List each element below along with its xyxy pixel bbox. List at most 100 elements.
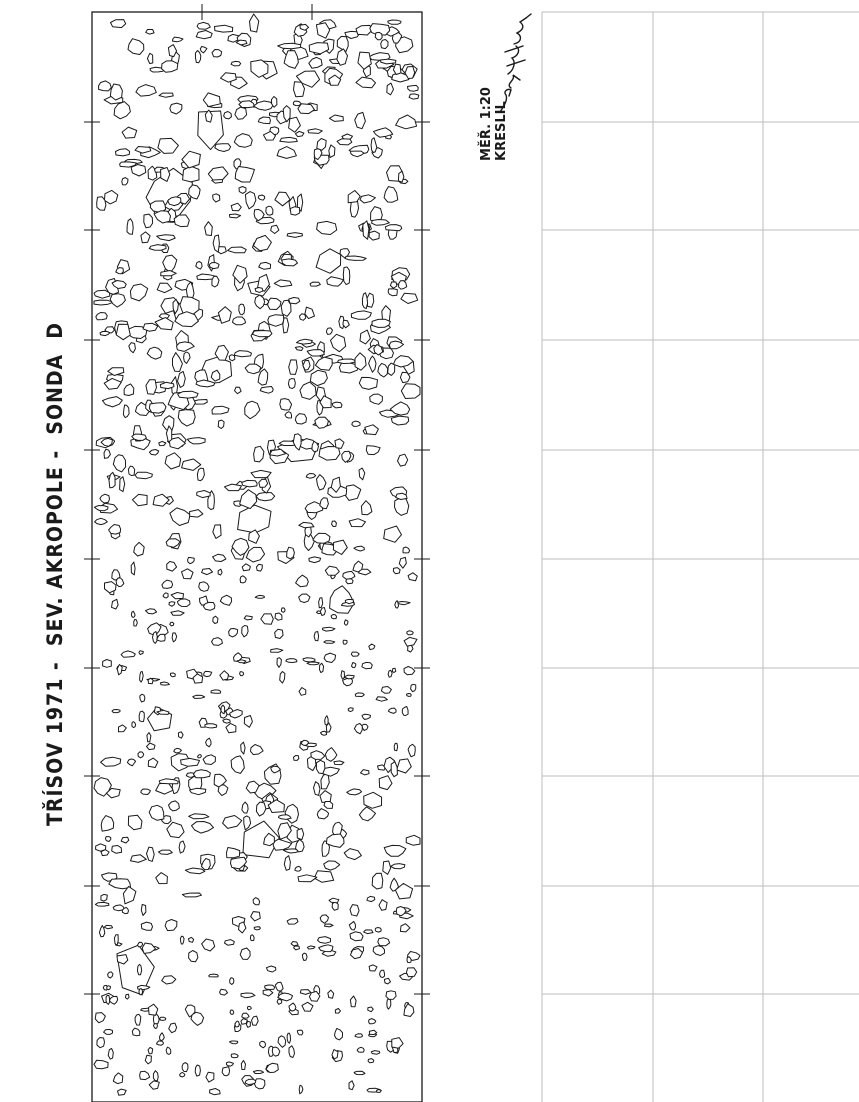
stone-outline [127, 38, 145, 55]
stone-outline [249, 934, 255, 942]
stone-outline [301, 952, 308, 961]
stone-outline [334, 1007, 341, 1014]
stone-outline [297, 874, 318, 883]
stone-outline [318, 446, 341, 461]
stone-outline [401, 706, 409, 716]
stone-outline [306, 349, 325, 357]
stone-outline [311, 440, 319, 453]
stone-outline [220, 72, 237, 83]
stone-outline [342, 266, 351, 286]
stone-outline [257, 368, 269, 386]
stone-outline [391, 667, 397, 673]
stone-outline [271, 1046, 281, 1057]
stone-outline [96, 1037, 105, 1049]
stone-outline [117, 1088, 127, 1096]
stone-outline [177, 390, 199, 399]
stone-outline [211, 49, 223, 58]
stone-outline [319, 395, 332, 409]
stone-outline [156, 234, 176, 242]
stone-outline [148, 1003, 159, 1016]
stone-outline [330, 614, 337, 620]
stone-outline [168, 1022, 178, 1034]
stone-outline [181, 458, 202, 471]
stone-outline [227, 246, 247, 254]
stone-outline [193, 769, 211, 779]
stone-outline [309, 281, 321, 287]
stone-outline [370, 137, 378, 153]
stone-outline [255, 492, 276, 502]
stone-outline [324, 923, 334, 928]
stone-outline [235, 39, 248, 46]
stone-outline [181, 1062, 189, 1073]
stone-outline [148, 244, 167, 251]
stone-outline [396, 758, 412, 774]
stone-outline [156, 282, 173, 294]
stone-outline [387, 19, 402, 25]
stone-outline [269, 448, 286, 457]
stone-outline [392, 567, 401, 575]
stone-outline [138, 650, 144, 655]
stone-outline [273, 279, 293, 288]
stone-outline [131, 433, 147, 441]
stone-outline [350, 310, 372, 320]
stone-outline [293, 945, 300, 951]
stone-outline [323, 801, 334, 809]
stone-outline [387, 707, 397, 714]
stone-outline [173, 214, 190, 228]
stone-outline [349, 904, 360, 917]
stone-outline [240, 741, 246, 755]
stone-outline [299, 23, 310, 31]
stone-outline [141, 942, 156, 954]
stone-outline [313, 631, 320, 642]
stone-outline [387, 669, 393, 678]
stone-outline [101, 396, 123, 408]
stone-outline [358, 568, 372, 576]
stone-outline [368, 964, 378, 972]
stone-outline [371, 219, 390, 226]
stone-outline [115, 148, 131, 157]
stone-outline [265, 1062, 279, 1073]
stone-outline [262, 130, 276, 141]
stone-outline [121, 177, 129, 186]
stone-outline [170, 672, 176, 678]
stone-outline [359, 194, 376, 204]
stone-outline [146, 52, 154, 65]
stone-outline [380, 39, 389, 50]
stone-outline [211, 275, 220, 288]
stone-outline [388, 340, 405, 350]
stone-outline [115, 267, 124, 275]
stone-outline [105, 787, 121, 799]
stone-outline [103, 448, 111, 459]
stone-outline [346, 788, 363, 796]
stone-outline [259, 1040, 266, 1049]
stone-outline [323, 652, 337, 663]
stone-outline [330, 476, 341, 493]
stone-outline [272, 838, 293, 851]
stone-outline [366, 292, 375, 308]
stone-outline [399, 923, 411, 933]
stone-outline [255, 801, 267, 817]
stone-outline [244, 400, 261, 420]
stone-outline [170, 592, 184, 600]
stone-outline [378, 775, 393, 791]
stone-outline [128, 342, 136, 354]
stone-outline [177, 409, 196, 427]
stone-outline [358, 467, 366, 481]
stone-outline [189, 787, 207, 796]
stone-outline [140, 904, 147, 916]
stone-outline [220, 704, 226, 715]
stone-outline [211, 637, 223, 646]
stone-outline [198, 581, 210, 592]
stone-outline [316, 138, 327, 151]
stone-outline [156, 633, 166, 642]
stone-outline [232, 264, 248, 284]
stone-outline [333, 760, 345, 766]
stone-outline [185, 772, 195, 778]
stone-outline [365, 445, 381, 456]
stone-outline [343, 848, 362, 861]
stone-outline [288, 359, 298, 375]
stone-outline [174, 311, 199, 328]
stone-outline [107, 367, 125, 376]
stone-outline [358, 376, 378, 390]
stone-outline [323, 640, 336, 644]
